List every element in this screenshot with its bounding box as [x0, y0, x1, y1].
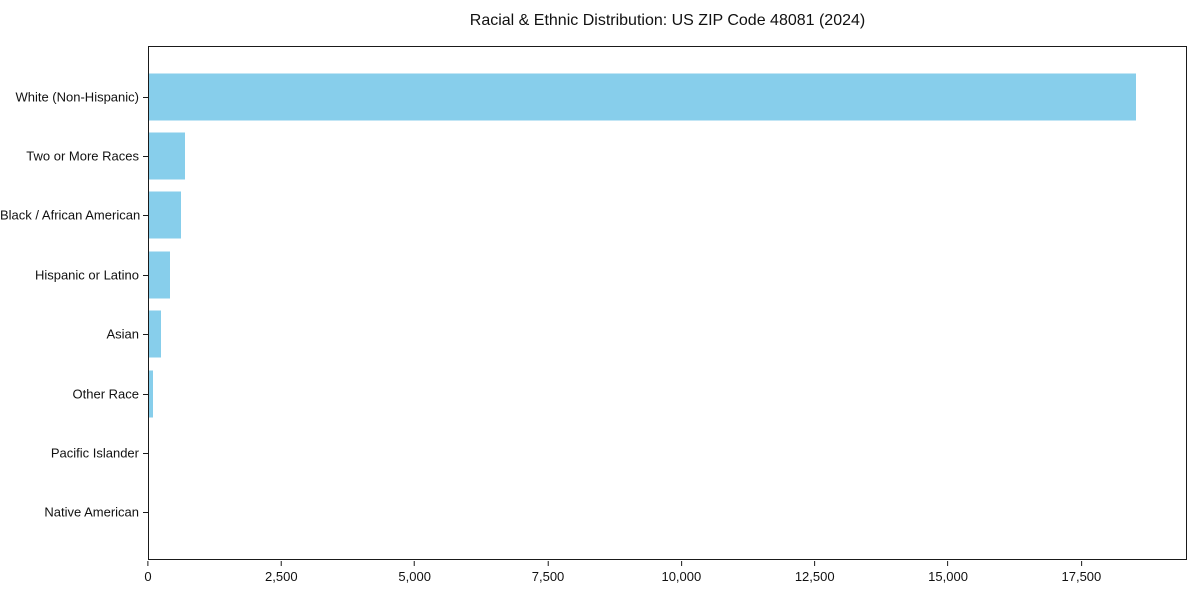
bar-track [149, 364, 1186, 423]
x-tick-label: 7,500 [531, 569, 565, 584]
bar-black-african-american [149, 191, 182, 239]
bar-track [149, 186, 1186, 245]
y-axis-label: White (Non-Hispanic) [15, 89, 139, 105]
bar-track [149, 67, 1186, 126]
x-tick-label: 10,000 [661, 569, 702, 584]
bar-rows: White (Non-Hispanic) Two or More Races B… [0, 46, 1200, 560]
x-tick-mark [147, 561, 149, 566]
bar-row: Other Race [0, 364, 1200, 423]
x-tick: 5,000 [398, 561, 431, 584]
bar-track [149, 126, 1186, 185]
y-axis-label: Pacific Islander [50, 445, 139, 461]
y-tick-mark [143, 156, 148, 158]
x-tick-mark [414, 561, 416, 566]
x-tick-mark [1080, 561, 1082, 566]
x-tick: 2,500 [265, 561, 298, 584]
x-tick-label: 17,500 [1061, 569, 1102, 584]
y-tick-mark [143, 274, 148, 276]
bar-other-race [149, 370, 154, 418]
bar-row: Black / African American [0, 186, 1200, 245]
x-tick-mark [680, 561, 682, 566]
bar-track [149, 305, 1186, 364]
y-tick-mark [143, 215, 148, 217]
bar-track [149, 423, 1186, 482]
bar-track [149, 245, 1186, 304]
x-tick-label: 5,000 [398, 569, 431, 584]
bar-row: Pacific Islander [0, 423, 1200, 482]
y-tick-mark [143, 393, 148, 395]
x-tick-mark [547, 561, 549, 566]
y-tick-mark [143, 512, 148, 514]
x-tick-label: 12,500 [794, 569, 835, 584]
y-axis-label: Black / African American [0, 207, 141, 223]
y-tick-mark [143, 334, 148, 336]
bar-white-non-hispanic [149, 73, 1137, 121]
y-axis-label: Other Race [72, 386, 139, 402]
x-tick-mark [947, 561, 949, 566]
bar-row: Asian [0, 305, 1200, 364]
bar-hispanic-or-latino [149, 251, 171, 299]
x-tick: 12,500 [795, 561, 835, 584]
x-tick-label: 2,500 [265, 569, 298, 584]
chart-title: Racial & Ethnic Distribution: US ZIP Cod… [469, 12, 866, 29]
x-axis: 0 2,500 5,000 7,500 10,000 12,500 15,000 [144, 560, 1187, 590]
y-tick-mark [143, 96, 148, 98]
x-tick-mark [814, 561, 816, 566]
x-tick-mark [280, 561, 282, 566]
bar-two-or-more-races [149, 132, 185, 180]
x-tick: 7,500 [531, 561, 565, 584]
y-axis-label: Native American [44, 504, 139, 520]
bar-track [149, 483, 1186, 542]
x-tick: 15,000 [928, 561, 968, 584]
bar-asian [149, 310, 162, 358]
y-axis-label: Two or More Races [26, 148, 139, 164]
bar-row: Native American [0, 483, 1200, 542]
x-tick-label: 0 [144, 569, 152, 584]
y-axis-label: Hispanic or Latino [34, 267, 139, 283]
x-tick: 17,500 [1061, 561, 1102, 584]
y-axis-label: Asian [106, 326, 139, 342]
x-tick: 10,000 [661, 561, 701, 584]
x-tick: 0 [144, 561, 152, 584]
bar-row: Two or More Races [0, 126, 1200, 185]
bar-row: Hispanic or Latino [0, 245, 1200, 304]
x-tick-label: 15,000 [928, 569, 968, 584]
bar-row: White (Non-Hispanic) [0, 67, 1200, 126]
y-tick-mark [143, 452, 148, 454]
